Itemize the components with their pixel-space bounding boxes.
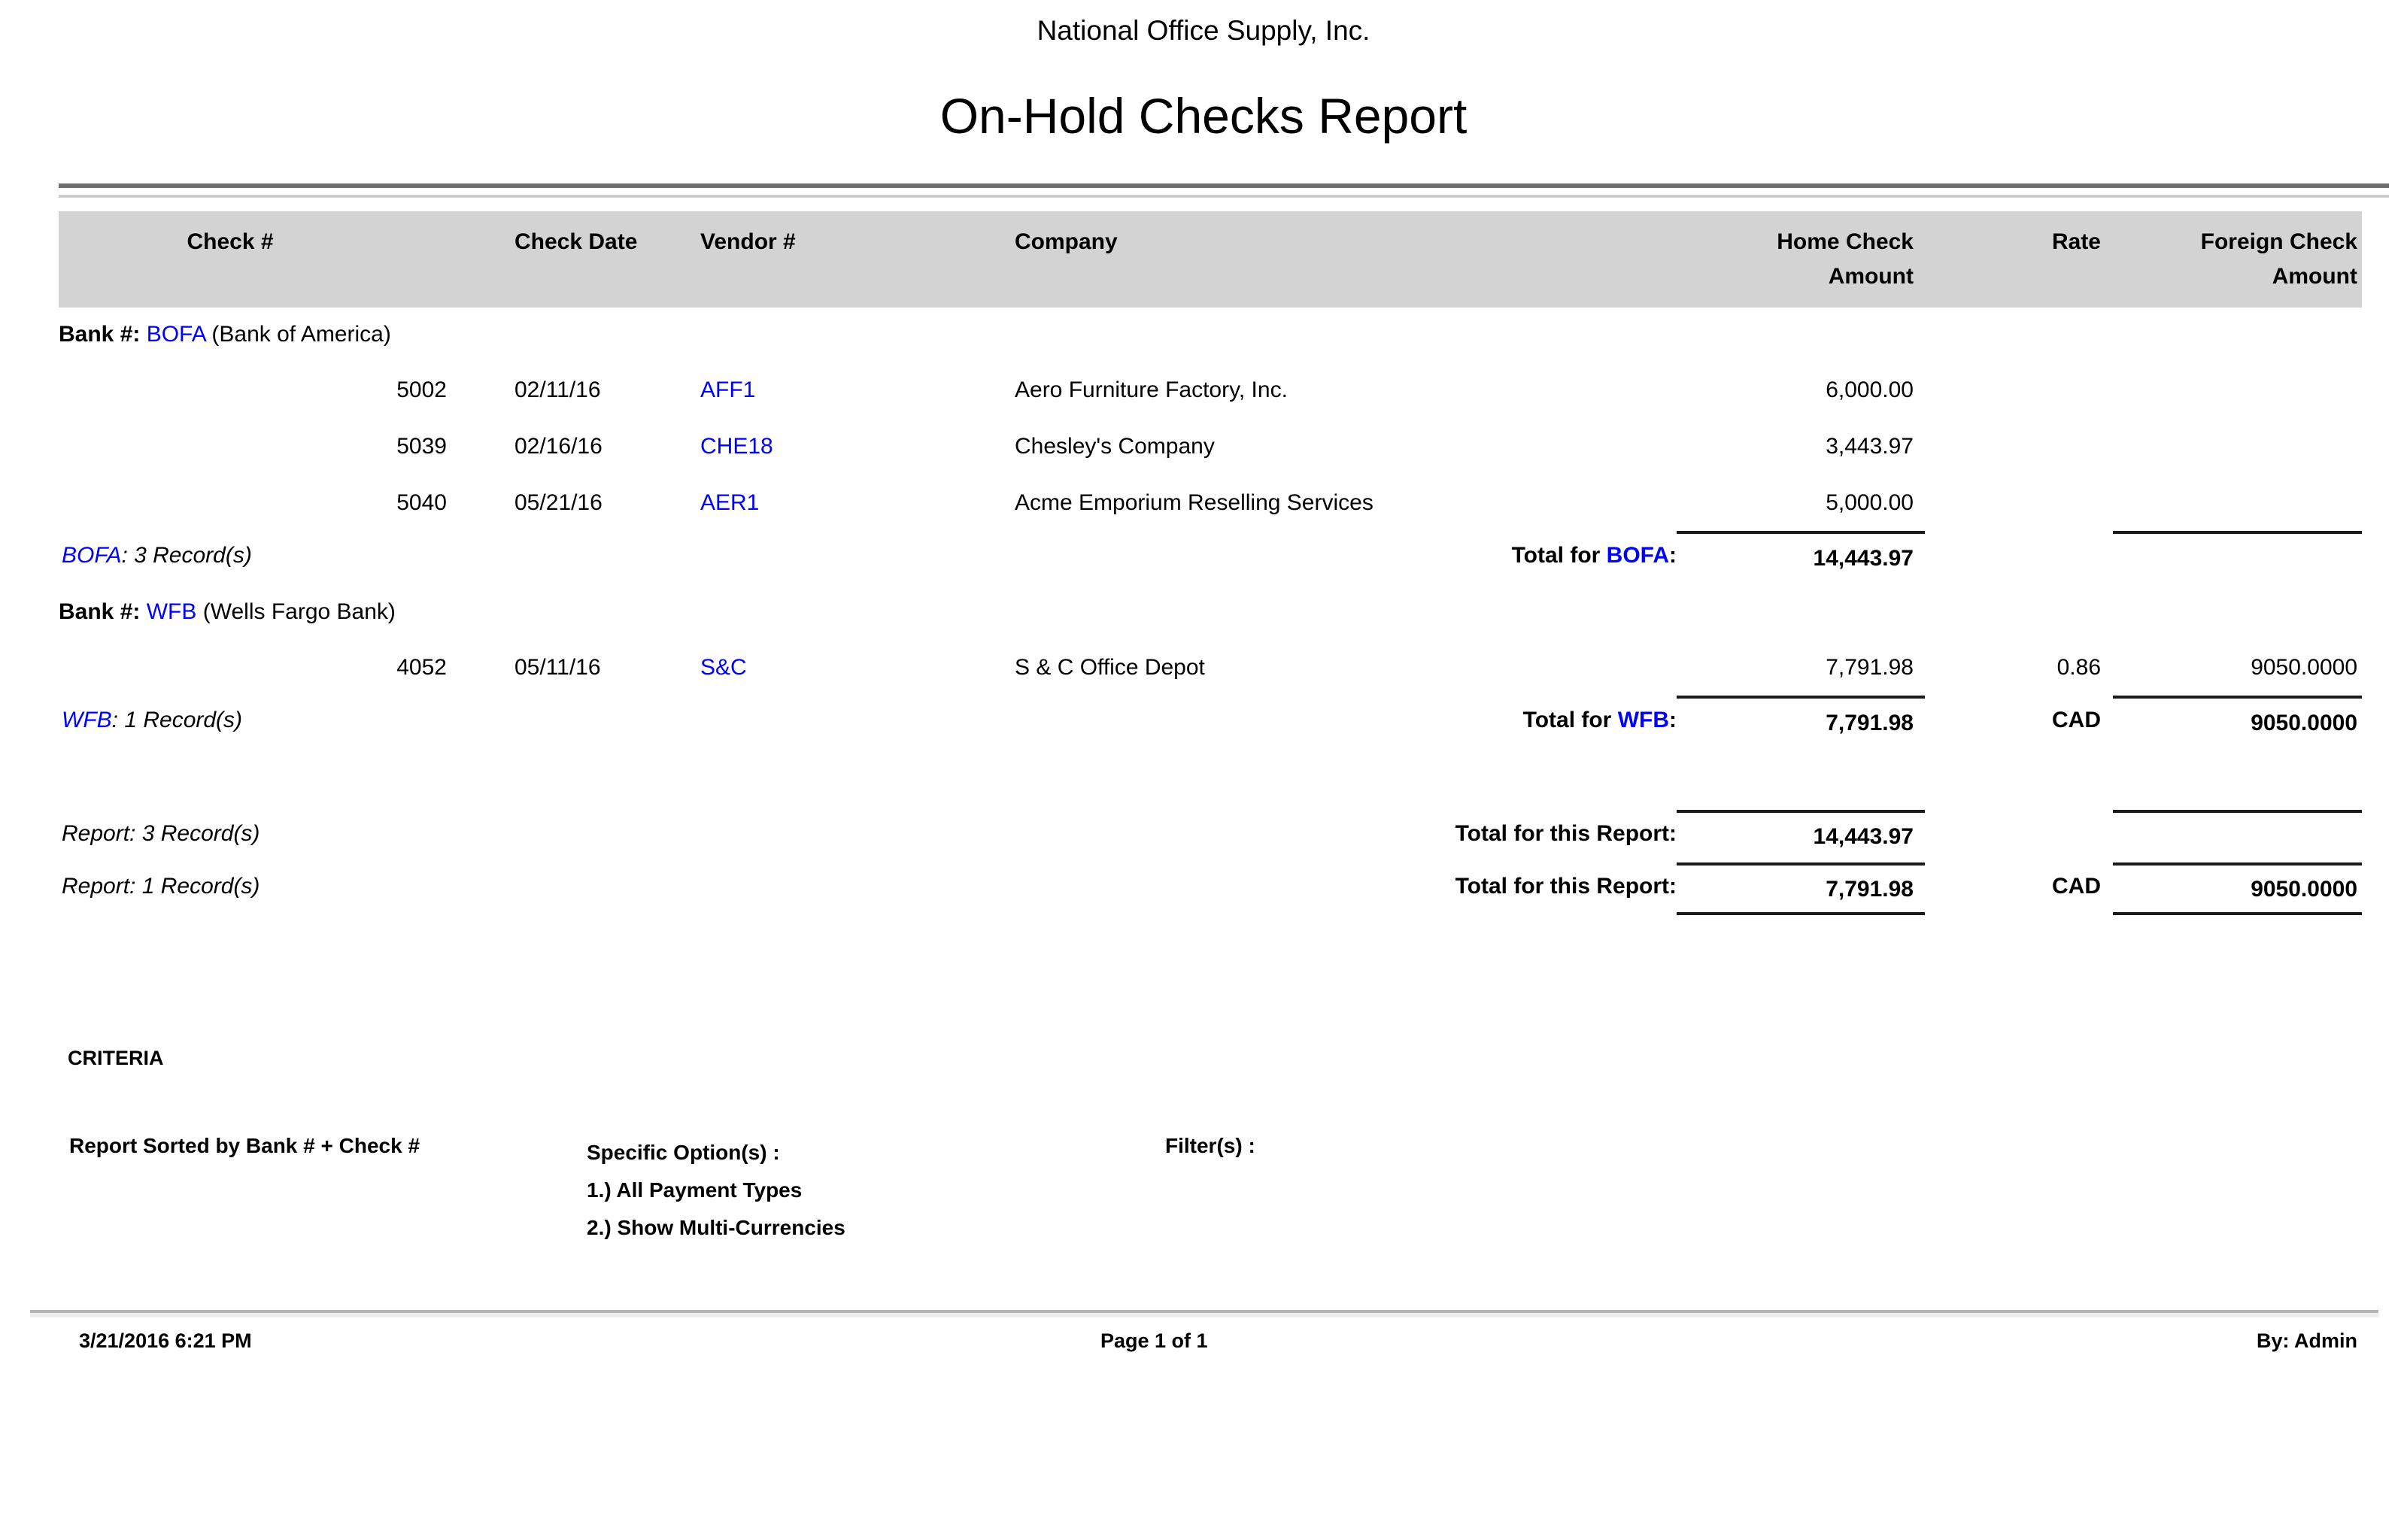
check-number-cell: 5002 [396, 377, 447, 402]
check-number-cell: 4052 [396, 655, 447, 680]
col-header-home-check-amount-line1: Home Check [1777, 229, 1914, 254]
footer-printed-by: By: Admin [2257, 1329, 2357, 1352]
page-footer: 3/21/2016 6:21 PM Page 1 of 1 By: Admin [30, 1310, 2378, 1355]
check-date-cell: 02/11/16 [514, 377, 601, 402]
col-header-check-date: Check Date [514, 211, 700, 308]
group-total-foreign-amount [2113, 531, 2362, 585]
criteria-specific-options-label: Specific Option(s) : [587, 1141, 780, 1164]
report-total-label: Total for this Report: [1455, 821, 1677, 846]
home-check-amount-cell: 7,791.98 [1826, 655, 1914, 680]
group-total-rate [1925, 531, 2113, 585]
report-total-home-amount: 14,443.97 [1677, 810, 1925, 862]
rate-cell: 0.86 [2056, 655, 2101, 680]
criteria-heading: CRITERIA [68, 1047, 164, 1069]
criteria-specific-options: Specific Option(s) : 1.) All Payment Typ… [587, 1134, 845, 1247]
report-record-count: Report: 3 Record(s) [62, 821, 260, 846]
criteria-option-2: 2.) Show Multi-Currencies [587, 1216, 845, 1239]
rate-cell [1925, 418, 2113, 474]
report-title: On-Hold Checks Report [939, 88, 1468, 144]
group-total-label: Total for BOFA: [1015, 531, 1677, 585]
report-total-foreign-amount: 9050.0000 [2113, 862, 2362, 915]
criteria-sort-order: Report Sorted by Bank # + Check # [69, 1134, 420, 1157]
report-total-label: Total for this Report: [1455, 874, 1677, 899]
footer-divider [30, 1310, 2378, 1317]
report-record-count: Report: 1 Record(s) [62, 874, 260, 899]
criteria-section: CRITERIA Report Sorted by Bank # + Check… [68, 1047, 2407, 1307]
foreign-check-amount-cell [2113, 474, 2362, 531]
group-total-rate: CAD [2052, 708, 2101, 732]
group-total-foreign-amount: 9050.0000 [2113, 696, 2362, 750]
group-record-count-text: : 3 Record(s) [121, 543, 252, 568]
group-record-count-text: : 1 Record(s) [111, 708, 243, 732]
col-header-foreign-check-amount-line2: Amount [2272, 264, 2357, 289]
check-date-cell: 02/16/16 [514, 434, 603, 459]
col-header-check-number: Check # [59, 211, 514, 308]
group-total-code: BOFA [1606, 543, 1669, 568]
vendor-number-cell: AER1 [700, 490, 760, 515]
vendor-number-cell: CHE18 [700, 434, 773, 459]
company-cell: Chesley's Company [1015, 434, 1215, 459]
check-number-cell: 5039 [396, 434, 447, 459]
bank-name: (Wells Fargo Bank) [202, 599, 396, 624]
bank-number-label: Bank #: [59, 322, 141, 347]
footer-page-number: Page 1 of 1 [1100, 1329, 1208, 1352]
bank-group-header: Bank #: WFB (Wells Fargo Bank) [59, 585, 2362, 639]
check-number-cell: 5040 [396, 490, 447, 515]
col-header-vendor-number: Vendor # [700, 211, 1015, 308]
group-record-count-code: BOFA [62, 543, 122, 568]
bank-code: BOFA [140, 322, 212, 347]
company-cell: S & C Office Depot [1015, 655, 1205, 680]
vendor-number-cell: S&C [700, 655, 747, 680]
rate-cell [1925, 474, 2113, 531]
bank-name: (Bank of America) [211, 322, 391, 347]
totals-spacer [59, 750, 2362, 810]
vendor-number-cell: AFF1 [700, 377, 756, 402]
home-check-amount-cell: 5,000.00 [1826, 490, 1914, 515]
check-date-cell: 05/21/16 [514, 490, 603, 515]
foreign-check-amount-cell [2113, 418, 2362, 474]
report-total-foreign-amount [2113, 810, 2362, 862]
criteria-filters-label: Filter(s) : [1165, 1134, 1255, 1157]
group-record-count: BOFA: 3 Record(s) [59, 531, 1015, 585]
report-total-home-amount: 7,791.98 [1677, 862, 1925, 915]
footer-datetime: 3/21/2016 6:21 PM [79, 1329, 252, 1352]
foreign-check-amount-cell: 9050.0000 [2251, 655, 2357, 680]
checks-table: Check # Check Date Vendor # Company Home… [59, 211, 2362, 915]
group-total-code: WFB [1617, 708, 1669, 732]
col-header-rate: Rate [1925, 211, 2113, 308]
header-divider [59, 183, 2389, 198]
company-cell: Acme Emporium Reselling Services [1015, 490, 1373, 515]
group-total-colon: : [1669, 708, 1677, 732]
group-record-count: WFB: 1 Record(s) [59, 696, 1015, 750]
criteria-option-1: 1.) All Payment Types [587, 1178, 803, 1202]
col-header-home-check-amount: Home Check Amount [1677, 211, 1925, 308]
col-header-home-check-amount-line2: Amount [1828, 264, 1914, 289]
group-total-prefix: Total for [1511, 543, 1607, 568]
report-header: National Office Supply, Inc. On-Hold Che… [0, 0, 2407, 146]
report-total-rate [1925, 810, 2113, 862]
home-check-amount-cell: 3,443.97 [1826, 434, 1914, 459]
company-cell: Aero Furniture Factory, Inc. [1015, 377, 1288, 402]
col-header-company: Company [1015, 211, 1677, 308]
col-header-rate-label: Rate [2051, 229, 2101, 254]
home-check-amount-cell: 6,000.00 [1826, 377, 1914, 402]
group-total-home-amount: 14,443.97 [1677, 531, 1925, 585]
group-total-label: Total for WFB: [1015, 696, 1677, 750]
group-total-prefix: Total for [1522, 708, 1618, 732]
bank-code: WFB [140, 599, 203, 624]
bank-number-label: Bank #: [59, 599, 141, 624]
col-header-foreign-check-amount-line1: Foreign Check [2200, 229, 2357, 254]
group-total-colon: : [1669, 543, 1677, 568]
col-header-foreign-check-amount: Foreign Check Amount [2113, 211, 2362, 308]
check-date-cell: 05/11/16 [514, 655, 601, 680]
bank-group-header: Bank #: BOFA (Bank of America) [59, 308, 2362, 362]
company-name: National Office Supply, Inc. [1037, 15, 1370, 46]
report-total-rate: CAD [2052, 874, 2101, 899]
rate-cell [1925, 362, 2113, 418]
foreign-check-amount-cell [2113, 362, 2362, 418]
group-total-home-amount: 7,791.98 [1677, 696, 1925, 750]
group-record-count-code: WFB [62, 708, 112, 732]
